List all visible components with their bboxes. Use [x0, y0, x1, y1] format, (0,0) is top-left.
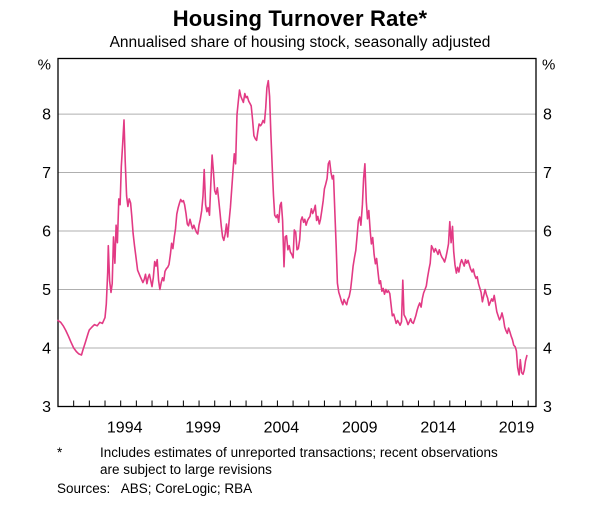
x-axis-label-2019: 2019 — [499, 420, 535, 437]
y-axis-unit-right: % — [542, 57, 555, 74]
y-axis-label-right-4: 4 — [543, 341, 552, 358]
footnote-marker: * — [57, 445, 63, 460]
y-axis-label-right-6: 6 — [543, 224, 552, 241]
x-axis-label-2009: 2009 — [342, 420, 378, 437]
x-axis-label-1994: 1994 — [107, 420, 143, 437]
y-axis-label-right-5: 5 — [543, 282, 552, 299]
x-axis-label-2014: 2014 — [420, 420, 456, 437]
y-axis-label-left-4: 4 — [42, 341, 51, 358]
y-axis-label-left-8: 8 — [42, 107, 51, 124]
footnote-line1: Includes estimates of unreported transac… — [100, 445, 498, 460]
x-axis-label-1999: 1999 — [185, 420, 221, 437]
chart-title: Housing Turnover Rate* — [172, 6, 428, 31]
sources-line: Sources: ABS; CoreLogic; RBA — [57, 481, 253, 496]
y-axis-label-left-5: 5 — [42, 282, 51, 299]
footnote-text: Includes estimates of unreported transac… — [100, 444, 498, 478]
x-axis-label-2004: 2004 — [264, 420, 300, 437]
y-axis-unit-left: % — [38, 57, 51, 74]
chart-subtitle: Annualised share of housing stock, seaso… — [109, 34, 491, 51]
y-axis-label-right-3: 3 — [543, 399, 552, 416]
plot-frame — [57, 57, 537, 408]
turnover-rate-line — [57, 79, 528, 376]
y-axis-label-left-6: 6 — [42, 224, 51, 241]
y-axis-label-right-8: 8 — [543, 107, 552, 124]
y-axis-label-left-3: 3 — [42, 399, 51, 416]
y-axis-label-left-7: 7 — [42, 165, 51, 182]
footnote-line2: are subject to large revisions — [100, 462, 272, 477]
footnote: * Includes estimates of unreported trans… — [57, 444, 498, 478]
y-axis-label-right-7: 7 — [543, 165, 552, 182]
